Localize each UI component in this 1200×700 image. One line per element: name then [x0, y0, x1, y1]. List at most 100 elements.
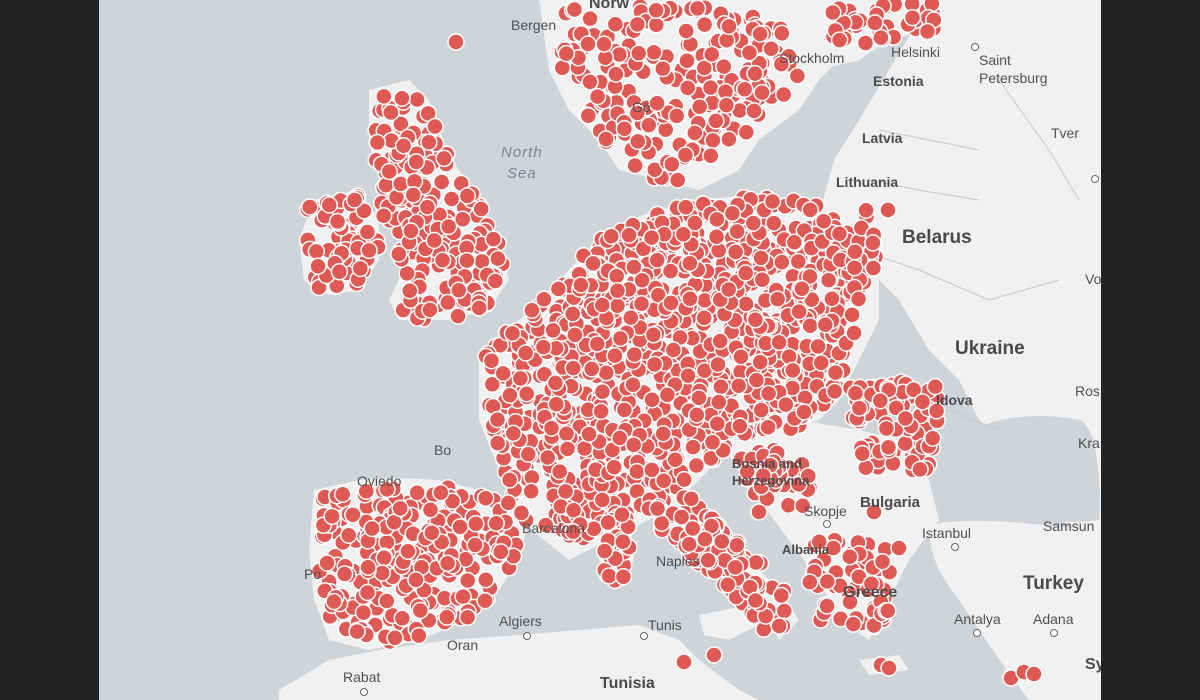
location-marker[interactable] — [688, 0, 707, 18]
location-marker[interactable] — [450, 281, 468, 300]
location-marker[interactable] — [584, 254, 602, 273]
location-marker[interactable] — [809, 337, 827, 356]
location-marker[interactable] — [301, 198, 319, 216]
location-marker[interactable] — [489, 249, 507, 268]
location-marker[interactable] — [404, 186, 422, 204]
location-marker[interactable] — [871, 391, 890, 410]
location-marker[interactable] — [759, 384, 778, 403]
location-marker[interactable] — [687, 456, 706, 475]
location-marker[interactable] — [629, 132, 647, 151]
location-marker[interactable] — [759, 418, 777, 436]
location-marker[interactable] — [752, 401, 770, 419]
location-marker[interactable] — [746, 591, 765, 610]
location-marker[interactable] — [779, 496, 798, 514]
location-marker[interactable] — [546, 374, 565, 392]
location-marker[interactable] — [593, 296, 612, 314]
location-marker[interactable] — [556, 482, 575, 501]
location-marker[interactable] — [862, 574, 881, 593]
location-marker[interactable] — [607, 65, 625, 83]
location-marker[interactable] — [726, 243, 745, 261]
location-marker[interactable] — [628, 462, 646, 481]
location-marker[interactable] — [458, 187, 477, 205]
location-marker[interactable] — [549, 280, 568, 298]
location-marker[interactable] — [542, 419, 561, 437]
location-marker[interactable] — [605, 458, 623, 477]
location-marker[interactable] — [747, 371, 766, 389]
location-marker[interactable] — [368, 133, 387, 152]
location-marker[interactable] — [726, 558, 745, 577]
location-marker[interactable] — [681, 254, 699, 273]
location-marker[interactable] — [709, 355, 727, 374]
location-marker[interactable] — [857, 201, 875, 219]
location-marker[interactable] — [442, 190, 461, 208]
location-marker[interactable] — [467, 515, 485, 533]
location-marker[interactable] — [458, 571, 477, 590]
location-marker[interactable] — [877, 419, 896, 438]
location-marker[interactable] — [732, 348, 750, 366]
location-marker[interactable] — [501, 386, 519, 404]
location-marker[interactable] — [812, 354, 830, 372]
location-marker[interactable] — [926, 377, 945, 396]
location-marker[interactable] — [830, 224, 849, 243]
location-marker[interactable] — [753, 271, 772, 289]
location-marker[interactable] — [737, 123, 756, 141]
location-marker[interactable] — [625, 345, 644, 364]
location-marker[interactable] — [752, 249, 770, 267]
location-marker[interactable] — [672, 508, 691, 526]
location-marker[interactable] — [426, 117, 444, 136]
location-marker[interactable] — [844, 615, 863, 633]
location-marker[interactable] — [418, 198, 437, 216]
location-marker[interactable] — [572, 276, 590, 294]
location-marker[interactable] — [864, 234, 882, 252]
location-marker[interactable] — [536, 516, 555, 534]
location-marker[interactable] — [564, 501, 583, 519]
location-marker[interactable] — [735, 80, 754, 98]
location-marker[interactable] — [666, 450, 684, 469]
location-marker[interactable] — [629, 44, 648, 63]
location-marker[interactable] — [382, 103, 400, 122]
location-marker[interactable] — [774, 85, 793, 104]
location-marker[interactable] — [588, 87, 607, 106]
location-marker[interactable] — [335, 565, 354, 583]
location-marker[interactable] — [824, 539, 843, 557]
location-marker[interactable] — [702, 147, 720, 165]
location-marker[interactable] — [879, 602, 897, 620]
location-marker[interactable] — [663, 155, 681, 174]
location-marker[interactable] — [841, 593, 859, 611]
location-marker[interactable] — [449, 307, 467, 325]
location-marker[interactable] — [351, 259, 370, 278]
location-marker[interactable] — [865, 503, 883, 521]
location-marker[interactable] — [654, 59, 672, 78]
location-marker[interactable] — [447, 33, 465, 51]
location-marker[interactable] — [681, 290, 699, 308]
location-marker[interactable] — [664, 341, 683, 359]
location-marker[interactable] — [825, 382, 844, 401]
location-marker[interactable] — [477, 570, 495, 589]
location-marker[interactable] — [770, 617, 788, 635]
location-marker[interactable] — [823, 290, 841, 308]
location-marker[interactable] — [723, 204, 742, 223]
location-marker[interactable] — [386, 629, 404, 647]
location-marker[interactable] — [624, 375, 642, 394]
location-marker[interactable] — [606, 346, 624, 365]
location-marker[interactable] — [810, 533, 828, 551]
location-marker[interactable] — [777, 395, 795, 414]
location-marker[interactable] — [1025, 665, 1043, 683]
location-marker[interactable] — [392, 115, 410, 133]
location-marker[interactable] — [717, 96, 736, 114]
location-marker[interactable] — [763, 192, 782, 211]
map-view[interactable]: Norw Bergen Stockholm Helsinki Saint Pet… — [99, 0, 1101, 700]
location-marker[interactable] — [523, 301, 541, 319]
location-marker[interactable] — [711, 332, 729, 350]
location-marker[interactable] — [453, 210, 472, 228]
location-marker[interactable] — [784, 361, 802, 380]
location-marker[interactable] — [746, 311, 765, 329]
location-marker[interactable] — [625, 258, 643, 276]
location-marker[interactable] — [470, 299, 488, 317]
location-marker[interactable] — [390, 245, 408, 263]
location-marker[interactable] — [676, 146, 695, 164]
location-marker[interactable] — [550, 462, 569, 481]
location-marker[interactable] — [765, 214, 783, 232]
location-marker[interactable] — [380, 162, 398, 181]
location-marker[interactable] — [751, 353, 769, 371]
